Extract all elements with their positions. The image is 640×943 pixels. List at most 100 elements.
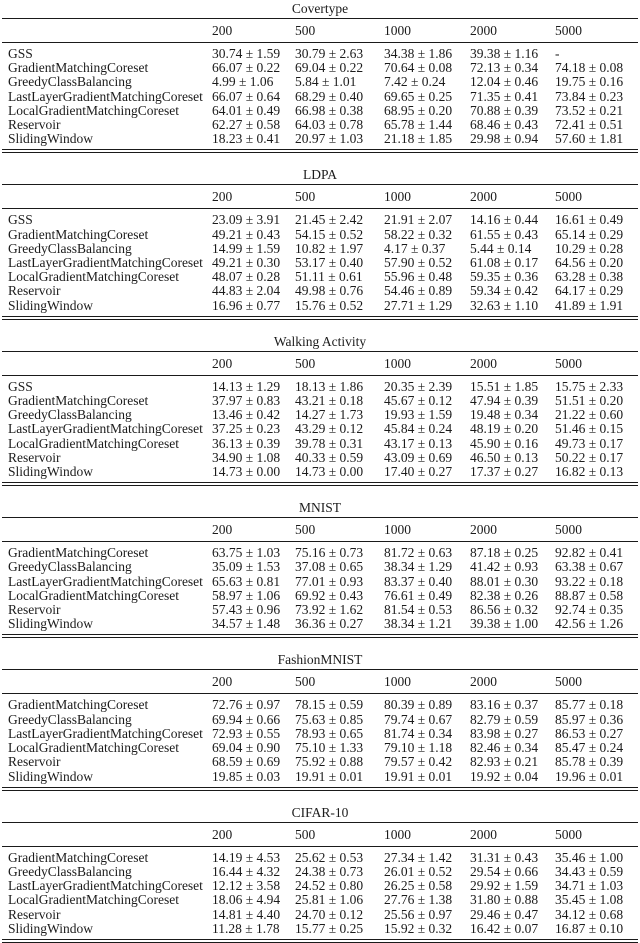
table-row: GradientMatchingCoreset 72.76 ± 0.97 78.15…: [2, 698, 638, 712]
value-cell: 21.45 ± 2.42: [295, 212, 364, 228]
table-title: LDPA: [2, 166, 638, 186]
value-cell: 4.99 ± 1.06: [212, 74, 274, 90]
row-label: GradientMatchingCoreset: [8, 394, 149, 409]
value-cell: 43.09 ± 0.69: [384, 449, 453, 465]
row-label: Reservoir: [8, 284, 61, 299]
column-header: 5000: [555, 674, 582, 690]
value-cell: 21.91 ± 2.07: [384, 212, 453, 228]
value-cell: 39.38 ± 1.00: [470, 616, 539, 632]
table-row: SlidingWindow 14.73 ± 0.00 14.73 ± 0.00 17.…: [2, 464, 638, 479]
value-cell: 51.11 ± 0.61: [295, 269, 363, 285]
table-row: SlidingWindow 34.57 ± 1.48 36.36 ± 0.27 38.…: [2, 617, 638, 631]
table-end-rule: [2, 149, 638, 154]
value-cell: 34.71 ± 1.03: [555, 878, 624, 894]
value-cell: 72.76 ± 0.97: [212, 697, 281, 713]
value-cell: 68.95 ± 0.20: [384, 102, 453, 118]
value-cell: 11.28 ± 1.78: [212, 920, 280, 936]
row-label: LastLayerGradientMatchingCoreset: [8, 422, 203, 437]
row-label: SlidingWindow: [8, 921, 93, 936]
row-label: GradientMatchingCoreset: [8, 850, 149, 865]
value-cell: 45.90 ± 0.16: [470, 435, 539, 451]
value-cell: 83.16 ± 0.37: [470, 697, 539, 713]
value-cell: 65.63 ± 0.81: [212, 573, 281, 589]
column-header: 500: [295, 23, 316, 38]
value-cell: 65.78 ± 1.44: [384, 117, 453, 133]
value-cell: 49.21 ± 0.43: [212, 226, 281, 242]
table-row: SlidingWindow 16.96 ± 0.77 15.76 ± 0.52 27.…: [2, 297, 638, 313]
value-cell: 49.98 ± 0.76: [295, 283, 364, 299]
value-cell: 29.46 ± 0.47: [470, 906, 539, 922]
value-cell: 18.06 ± 4.94: [212, 892, 281, 908]
table-fashionmnist: FashionMNIST 200 500 1000 2000 5000 Gradient…: [2, 651, 638, 791]
value-cell: 83.37 ± 0.40: [384, 573, 453, 589]
value-cell: 50.22 ± 0.17: [555, 449, 624, 465]
table-row: GreedyClassBalancing 16.44 ± 4.32 24.38 ± …: [2, 864, 638, 879]
column-header: 500: [295, 522, 316, 538]
column-header: 500: [295, 826, 316, 842]
value-cell: 61.08 ± 0.17: [470, 255, 539, 271]
value-cell: 15.76 ± 0.52: [295, 297, 364, 313]
table-end-rule: [2, 482, 638, 487]
value-cell: 64.03 ± 0.78: [295, 117, 364, 133]
row-label: GradientMatchingCoreset: [8, 227, 149, 242]
table-row: Reservoir 68.59 ± 0.69 75.92 ± 0.88 79.57 ±…: [2, 755, 638, 769]
value-cell: 63.75 ± 1.03: [212, 545, 281, 561]
value-cell: 19.92 ± 0.04: [470, 768, 539, 784]
row-label: GreedyClassBalancing: [8, 712, 132, 727]
value-cell: 59.35 ± 0.36: [470, 269, 539, 285]
table-row: LastLayerGradientMatchingCoreset 49.21 ± …: [2, 255, 638, 271]
row-label: LastLayerGradientMatchingCoreset: [8, 256, 203, 271]
value-cell: 34.90 ± 1.08: [212, 449, 281, 465]
table-row: LastLayerGradientMatchingCoreset 72.93 ± …: [2, 726, 638, 741]
table-end-rule: [2, 938, 638, 943]
value-cell: 36.13 ± 0.39: [212, 435, 281, 451]
row-label: GreedyClassBalancing: [8, 75, 132, 90]
value-cell: 19.75 ± 0.16: [555, 74, 624, 90]
table-end-rule: [2, 634, 638, 639]
table-header-row: 200 500 1000 2000 5000: [2, 823, 638, 847]
value-cell: 49.73 ± 0.17: [555, 435, 624, 451]
header-label-spacer: [2, 827, 212, 842]
table-header-row: 200 500 1000 2000 5000: [2, 518, 638, 543]
value-cell: 27.71 ± 1.29: [384, 297, 453, 313]
value-cell: 48.19 ± 0.20: [470, 421, 539, 437]
table-end-rule: [2, 786, 638, 791]
value-cell: 87.18 ± 0.25: [470, 545, 539, 561]
value-cell: 16.87 ± 0.10: [555, 920, 624, 936]
table-body: GSS 14.13 ± 1.29 18.13 ± 1.86 20.35 ± 2.39 1…: [2, 376, 638, 482]
table-row: LocalGradientMatchingCoreset 64.01 ± 0.49…: [2, 102, 638, 118]
column-header: 5000: [555, 189, 582, 205]
value-cell: 57.60 ± 1.81: [555, 131, 624, 147]
row-label: SlidingWindow: [8, 617, 93, 632]
value-cell: 25.62 ± 0.53: [295, 849, 364, 865]
row-label: SlidingWindow: [8, 769, 93, 784]
table-row: Reservoir 34.90 ± 1.08 40.33 ± 0.59 43.09 ±…: [2, 449, 638, 465]
value-cell: 30.79 ± 2.63: [295, 46, 364, 61]
table-walking-activity: Walking Activity 200 500 1000 2000 5000 GSS 1…: [2, 333, 638, 487]
value-cell: 69.65 ± 0.25: [384, 88, 453, 104]
value-cell: 74.18 ± 0.08: [555, 60, 624, 76]
column-header: 500: [295, 355, 316, 371]
value-cell: 36.36 ± 0.27: [295, 616, 364, 632]
value-cell: 39.38 ± 1.16: [470, 46, 539, 61]
value-cell: 44.83 ± 2.04: [212, 283, 281, 299]
value-cell: 93.22 ± 0.18: [555, 573, 624, 589]
table-header-row: 200 500 1000 2000 5000: [2, 352, 638, 376]
value-cell: 32.63 ± 1.10: [470, 297, 539, 313]
table-row: LastLayerGradientMatchingCoreset 65.63 ± …: [2, 573, 638, 589]
table-row: LastLayerGradientMatchingCoreset 12.12 ± …: [2, 878, 638, 894]
value-cell: 76.61 ± 0.49: [384, 587, 453, 603]
value-cell: 65.14 ± 0.29: [555, 226, 624, 242]
column-header: 5000: [555, 522, 582, 538]
value-cell: 37.08 ± 0.65: [295, 559, 364, 575]
value-cell: 19.96 ± 0.01: [555, 768, 624, 784]
value-cell: 88.01 ± 0.30: [470, 573, 539, 589]
value-cell: 15.75 ± 2.33: [555, 378, 624, 394]
table-row: Reservoir 44.83 ± 2.04 49.98 ± 0.76 54.46 ±…: [2, 284, 638, 298]
column-header: 5000: [555, 826, 582, 842]
column-header: 200: [212, 189, 233, 205]
row-label: Reservoir: [8, 603, 61, 618]
value-cell: 69.04 ± 0.90: [212, 740, 281, 756]
value-cell: 24.70 ± 0.12: [295, 906, 364, 922]
